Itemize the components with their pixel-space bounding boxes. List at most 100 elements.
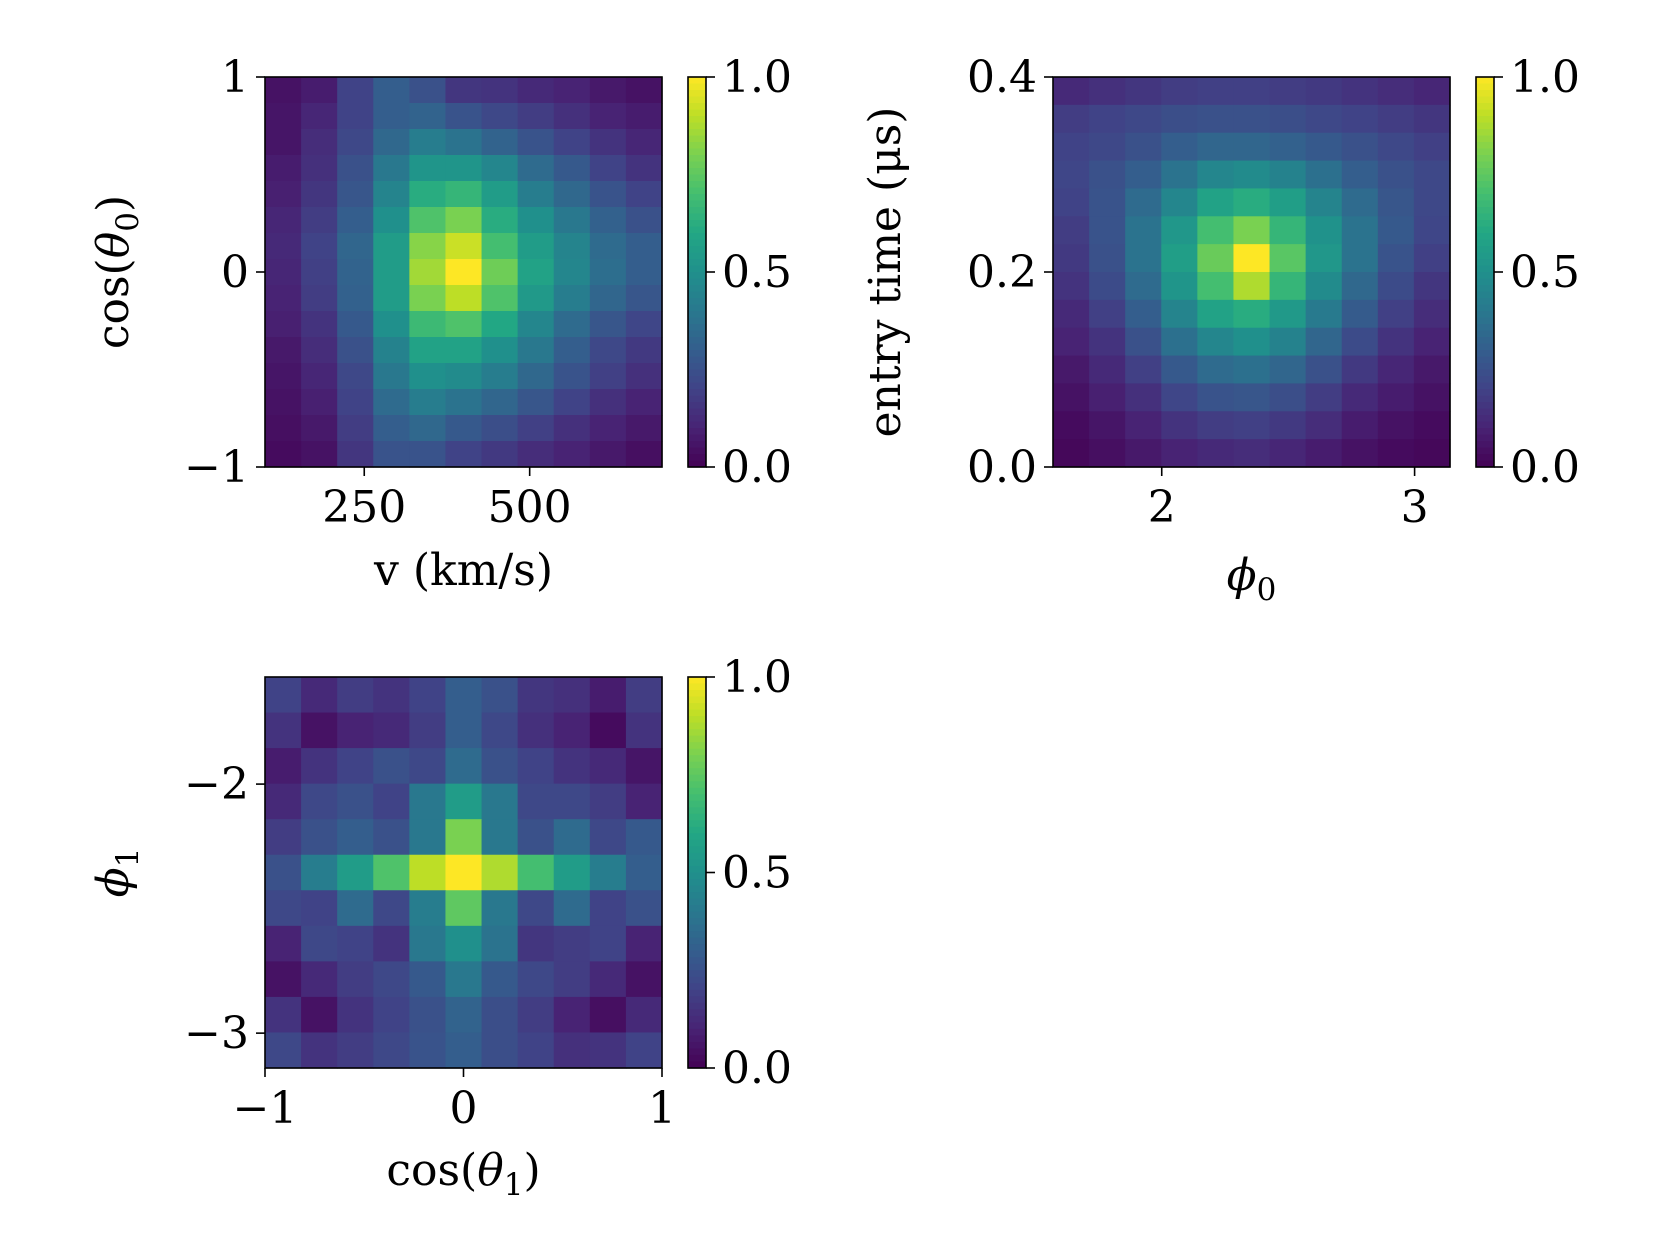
x-axis-label-symbol: θ (477, 1145, 504, 1196)
heatmap-cell (1305, 411, 1343, 440)
heatmap-cell (1413, 216, 1451, 245)
heatmap-cell (517, 748, 555, 785)
x-axis-label-prefix: cos( (386, 1145, 477, 1196)
heatmap-cell (1161, 272, 1198, 301)
colorbar-step (688, 755, 706, 763)
heatmap-cell (1125, 244, 1162, 273)
heatmap-cell (1341, 411, 1379, 440)
heatmap-cell (517, 337, 555, 364)
colorbar-step (1476, 278, 1494, 286)
colorbar-step (688, 330, 706, 338)
heatmap-cell (409, 677, 447, 714)
heatmap-cell (1161, 244, 1198, 273)
heatmap-cell (481, 363, 519, 390)
heatmap-cell (1413, 160, 1451, 190)
colorbar-step (688, 768, 706, 776)
colorbar-step (688, 918, 706, 926)
heatmap-cell (625, 389, 663, 416)
colorbar-step (688, 135, 706, 143)
heatmap-cell (517, 77, 555, 104)
colorbar-step (1476, 291, 1494, 299)
heatmap-cell (301, 337, 338, 364)
heatmap-cell (265, 890, 302, 927)
heatmap-cell (265, 854, 302, 891)
heatmap-cell (373, 961, 410, 998)
colorbar-step (688, 683, 706, 691)
heatmap-cell (1197, 327, 1235, 357)
colorbar-step (688, 833, 706, 841)
colorbar-step (1476, 96, 1494, 104)
colorbar-step (688, 194, 706, 202)
y-tick-label: 0 (221, 247, 249, 298)
heatmap-cell (1269, 327, 1307, 357)
colorbar-step (688, 96, 706, 104)
colorbar-step (688, 428, 706, 436)
colorbar-step (688, 382, 706, 390)
heatmap-cell (517, 677, 555, 714)
heatmap-cell (301, 259, 338, 286)
colorbar-step (1476, 317, 1494, 325)
heatmap-cell (1125, 188, 1162, 217)
colorbar-step (688, 1041, 706, 1050)
heatmap-cell (301, 441, 338, 468)
colorbar: 0.0 0.5 1.0 (687, 652, 792, 1094)
heatmap-cell (517, 996, 555, 1034)
colorbar-step (688, 872, 706, 880)
heatmap-cell (1125, 160, 1162, 190)
heatmap-cell (1125, 355, 1162, 385)
heatmap-cell (265, 712, 302, 749)
heatmap-cell (265, 677, 302, 714)
colorbar-step (1476, 441, 1494, 449)
colorbar-step (1476, 161, 1494, 169)
colorbar-step (1476, 207, 1494, 215)
heatmap-cell (589, 259, 627, 286)
colorbar-step (688, 892, 706, 900)
heatmap-cell (337, 129, 374, 156)
colorbar-step (688, 129, 706, 137)
heatmap-cell (409, 748, 447, 785)
heatmap-cell (1053, 104, 1090, 134)
heatmap-cell (1089, 244, 1126, 273)
heatmap-cell (1341, 383, 1379, 412)
colorbar-tick-label: 0.5 (722, 848, 792, 899)
heatmap-cell (517, 389, 555, 416)
heatmap-cell (1089, 132, 1126, 162)
heatmap-cell (1305, 244, 1343, 273)
heatmap-cell (301, 890, 338, 927)
heatmap-cell (1341, 355, 1379, 385)
heatmap-cell (517, 783, 555, 820)
colorbar-step (688, 865, 706, 874)
heatmap-cell (1089, 272, 1126, 301)
heatmap-cell (1233, 104, 1271, 134)
colorbar-step (688, 761, 706, 769)
heatmap-cell (625, 996, 663, 1034)
heatmap-cell (1089, 104, 1126, 134)
y-axis-label-prefix: cos( (88, 258, 139, 349)
colorbar-step (1476, 389, 1494, 397)
heatmap-cell (373, 259, 410, 286)
colorbar-step (1476, 200, 1494, 208)
colorbar-step (688, 259, 706, 267)
heatmap-cell (1269, 439, 1307, 468)
heatmap-cell (1233, 299, 1271, 329)
colorbar-step (688, 343, 706, 351)
colorbar-step (688, 839, 706, 848)
heatmap-cell (589, 389, 627, 416)
colorbar-step (688, 83, 706, 91)
heatmap-cell (553, 783, 591, 820)
heatmap-cell (481, 961, 519, 998)
colorbar-step (1476, 350, 1494, 358)
heatmap-cell (409, 389, 447, 416)
heatmap-cell (1161, 104, 1198, 134)
colorbar-step (1476, 324, 1494, 332)
heatmap-cell (1197, 355, 1235, 385)
heatmap-cell (1053, 439, 1090, 468)
heatmap-cell (1305, 104, 1343, 134)
heatmap-cell (1413, 439, 1451, 468)
heatmap-cell (517, 103, 555, 130)
heatmap-cell (337, 783, 374, 820)
heatmap-cell (553, 233, 591, 260)
